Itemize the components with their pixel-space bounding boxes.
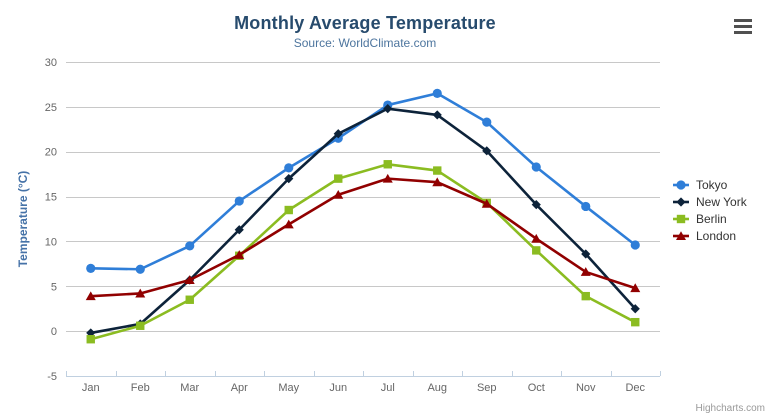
- legend: Tokyo New York Berlin London: [672, 176, 747, 244]
- page-title: Monthly Average Temperature: [234, 13, 496, 33]
- y-axis-title: Temperature (°C): [16, 171, 30, 268]
- series-point-tokyo[interactable]: [581, 201, 591, 212]
- highcharts-credit[interactable]: Highcharts.com: [695, 403, 765, 414]
- series-point-london[interactable]: [85, 291, 96, 301]
- x-axis-tick-label: Oct: [528, 382, 545, 394]
- x-axis-tick-label: May: [278, 382, 299, 394]
- series-line-berlin: [89, 162, 637, 341]
- series-point-new-york[interactable]: [630, 304, 640, 314]
- legend-circle-icon: [673, 179, 689, 190]
- y-axis-tick-label: 15: [45, 192, 57, 204]
- series-point-london[interactable]: [580, 267, 591, 276]
- series-point-tokyo[interactable]: [86, 263, 96, 273]
- series-point-berlin[interactable]: [581, 291, 590, 301]
- series-point-new-york[interactable]: [482, 146, 492, 156]
- series-point-tokyo[interactable]: [234, 196, 244, 206]
- series-point-london[interactable]: [630, 283, 641, 293]
- series-point-berlin[interactable]: [86, 335, 95, 344]
- series-point-tokyo[interactable]: [284, 163, 294, 173]
- legend-item-london[interactable]: London: [672, 227, 747, 244]
- y-axis-tick-label: -5: [47, 371, 57, 383]
- export-menu-button[interactable]: [731, 15, 755, 37]
- series-point-london[interactable]: [184, 275, 195, 285]
- series-point-london[interactable]: [135, 288, 146, 298]
- series-point-tokyo[interactable]: [482, 117, 492, 127]
- hamburger-menu-icon: [734, 24, 752, 28]
- series-point-london[interactable]: [234, 250, 245, 259]
- chart-subtitle: Source: WorldClimate.com: [293, 36, 437, 50]
- series-point-new-york[interactable]: [234, 225, 244, 235]
- series-line-new-york: [89, 107, 637, 335]
- y-axis-tick-label: 10: [45, 236, 57, 248]
- y-axis-tick-label: 25: [45, 102, 57, 114]
- legend-symbol-marker: [676, 196, 686, 207]
- y-axis-tick-label: 5: [51, 281, 57, 293]
- legend-symbol-marker: [676, 214, 686, 223]
- series-point-new-york[interactable]: [333, 129, 343, 139]
- series-point-london[interactable]: [531, 233, 542, 243]
- series-point-new-york[interactable]: [531, 200, 541, 210]
- legend-label: New York: [696, 194, 747, 209]
- legend-item-tokyo[interactable]: Tokyo: [672, 176, 747, 193]
- legend-diamond-icon: [673, 196, 689, 207]
- x-axis-tick-label: Jul: [381, 382, 395, 394]
- legend-label: London: [696, 228, 737, 243]
- x-axis-tick-label: Sep: [477, 382, 497, 394]
- series-point-berlin[interactable]: [532, 246, 541, 255]
- series-point-london[interactable]: [432, 177, 443, 187]
- hamburger-menu-icon: [734, 30, 752, 34]
- x-axis-tick-label: Jan: [82, 382, 100, 394]
- series-point-berlin[interactable]: [631, 317, 640, 327]
- series-point-berlin[interactable]: [334, 174, 343, 183]
- y-axis-tick-label: 30: [45, 57, 57, 69]
- series-point-tokyo[interactable]: [531, 162, 541, 172]
- x-axis-tick-label: Nov: [576, 382, 596, 394]
- legend-item-new-york[interactable]: New York: [672, 193, 747, 210]
- legend-triangle-icon: [673, 230, 689, 240]
- legend-symbol-marker: [676, 230, 686, 240]
- legend-symbol-marker: [676, 179, 686, 190]
- series-point-tokyo[interactable]: [135, 264, 145, 274]
- legend-label: Berlin: [696, 211, 727, 226]
- legend-label: Tokyo: [696, 177, 728, 192]
- series-point-berlin[interactable]: [383, 160, 392, 169]
- series-point-london[interactable]: [283, 219, 294, 229]
- x-axis-tick-label: Apr: [231, 382, 248, 394]
- series-point-london[interactable]: [382, 173, 393, 183]
- series-point-new-york[interactable]: [581, 249, 591, 259]
- series-point-berlin[interactable]: [284, 205, 293, 215]
- series-point-berlin[interactable]: [185, 295, 194, 304]
- series-point-berlin[interactable]: [433, 166, 442, 175]
- legend-square-icon: [673, 214, 689, 223]
- series-point-new-york[interactable]: [432, 110, 442, 120]
- series-point-london[interactable]: [481, 198, 492, 208]
- series-point-tokyo[interactable]: [630, 240, 640, 250]
- series-point-london[interactable]: [333, 189, 344, 199]
- y-axis-tick-label: 0: [51, 326, 57, 338]
- legend-item-berlin[interactable]: Berlin: [672, 210, 747, 227]
- hamburger-menu-icon: [734, 18, 752, 22]
- series-point-tokyo[interactable]: [432, 88, 442, 98]
- series-point-tokyo[interactable]: [185, 241, 195, 251]
- x-axis-tick-label: Aug: [427, 382, 447, 394]
- x-axis-tick-label: Jun: [329, 382, 347, 394]
- x-axis-tick-label: Dec: [625, 382, 645, 394]
- x-axis-tick-label: Feb: [131, 382, 150, 394]
- x-axis-tick-label: Mar: [180, 382, 199, 394]
- series-point-berlin[interactable]: [136, 321, 145, 330]
- y-axis-tick-label: 20: [45, 147, 57, 159]
- series-point-new-york[interactable]: [383, 104, 393, 114]
- series-line-london: [89, 177, 637, 298]
- series-point-new-york[interactable]: [284, 174, 294, 184]
